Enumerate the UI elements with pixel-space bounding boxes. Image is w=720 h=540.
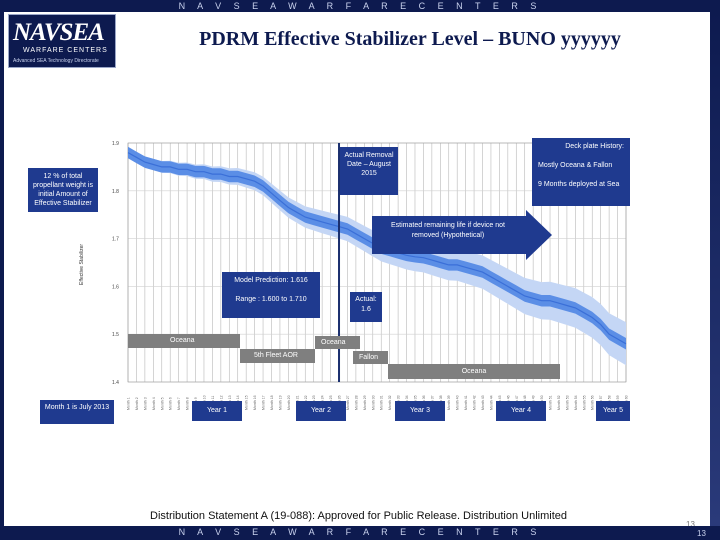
x-tick-label: Month 51 bbox=[549, 395, 553, 410]
deployment-bar-fallon: Fallon bbox=[353, 351, 388, 364]
model-range-text: Range : 1.600 to 1.710 bbox=[235, 296, 307, 303]
plot-frame bbox=[127, 142, 627, 383]
top-banner: N A V S E A W A R F A R E C E N T E R S bbox=[0, 0, 720, 12]
model-prediction-box: Model Prediction: 1.616 Range : 1.600 to… bbox=[222, 272, 320, 318]
navsea-logo: NAVSEA WARFARE CENTERS Advanced SEA Tech… bbox=[8, 14, 116, 68]
left-border bbox=[0, 12, 4, 526]
x-tick-label: Month 54 bbox=[574, 395, 578, 410]
year2-box: Year 2 bbox=[296, 401, 346, 421]
estimated-life-arrow bbox=[372, 210, 552, 260]
removal-date-text: Actual Removal Date – August 2015 bbox=[344, 152, 394, 177]
deployment-label-oceana-2: Oceana bbox=[321, 339, 346, 346]
top-banner-text: N A V S E A W A R F A R E C E N T E R S bbox=[178, 1, 542, 11]
x-tick-label: Month 55 bbox=[582, 395, 586, 410]
deployment-bar-fifth-fleet: 5th Fleet AOR bbox=[240, 349, 315, 363]
x-tick-label: Month 42 bbox=[473, 395, 477, 410]
year1-box: Year 1 bbox=[192, 401, 242, 421]
y-axis-ticks: 1.4 1.5 1.6 1.7 1.8 1.9 bbox=[112, 141, 119, 386]
x-tick-label: Month 29 bbox=[363, 395, 367, 410]
x-tick-label: Month 20 bbox=[287, 395, 291, 410]
year4-text: Year 4 bbox=[511, 407, 531, 414]
x-tick-label: Month 32 bbox=[388, 395, 392, 410]
x-tick-label: Month 8 bbox=[186, 397, 190, 410]
bottom-banner-text: N A V S E A W A R F A R E C E N T E R S bbox=[178, 527, 542, 537]
actual-value-box: Actual: 1.6 bbox=[350, 292, 382, 322]
x-tick-label: Month 5 bbox=[160, 397, 164, 410]
year5-box: Year 5 bbox=[596, 401, 630, 421]
deployment-label-fifth-fleet: 5th Fleet AOR bbox=[254, 352, 298, 359]
removal-date-box: Actual Removal Date – August 2015 bbox=[340, 147, 398, 195]
x-tick-label: Month 4 bbox=[152, 397, 156, 410]
deployment-bar-oceana-2: Oceana bbox=[315, 336, 360, 349]
deployment-bar-oceana-3: Oceana bbox=[388, 364, 560, 379]
x-tick-label: Month 44 bbox=[489, 395, 493, 410]
page-number-upper: 13 bbox=[686, 520, 695, 529]
deployment-label-fallon: Fallon bbox=[359, 354, 379, 361]
deckplate-title: Deck plate History: bbox=[565, 143, 624, 150]
x-tick-label: Month 1 bbox=[127, 397, 131, 410]
x-tick-label: Month 18 bbox=[270, 395, 274, 410]
x-tick-label: Month 3 bbox=[143, 397, 147, 410]
deckplate-line1: Mostly Oceana & Fallon bbox=[538, 162, 613, 169]
logo-tagline: Advanced SEA Technology Directorate bbox=[13, 58, 99, 64]
month1-text: Month 1 is July 2013 bbox=[44, 404, 110, 411]
x-tick-label: Month 17 bbox=[262, 395, 266, 410]
actual-value-text: Actual: 1.6 bbox=[355, 296, 377, 313]
year1-text: Year 1 bbox=[207, 407, 227, 414]
x-tick-label: Month 28 bbox=[354, 395, 358, 410]
estimated-arrow-label: Estimated remaining life if device not r… bbox=[391, 222, 505, 239]
year2-text: Year 2 bbox=[311, 407, 331, 414]
x-tick-label: Month 7 bbox=[177, 397, 181, 410]
distribution-statement: Distribution Statement A (19-088): Appro… bbox=[150, 510, 567, 522]
x-tick-label: Month 41 bbox=[464, 395, 468, 410]
x-tick-label: Month 30 bbox=[371, 395, 375, 410]
x-tick-label: Month 39 bbox=[447, 395, 451, 410]
page-number-lower: 13 bbox=[697, 529, 706, 538]
x-tick-label: Month 15 bbox=[245, 395, 249, 410]
year4-box: Year 4 bbox=[496, 401, 546, 421]
outer-confidence-band bbox=[128, 147, 626, 366]
x-tick-label: Month 19 bbox=[278, 395, 282, 410]
x-tick-label: Month 40 bbox=[456, 395, 460, 410]
model-prediction-text: Model Prediction: 1.616 bbox=[234, 277, 308, 284]
deployment-label-oceana-3: Oceana bbox=[461, 368, 487, 375]
year5-text: Year 5 bbox=[603, 407, 623, 414]
year3-text: Year 3 bbox=[410, 407, 430, 414]
bottom-banner: N A V S E A W A R F A R E C E N T E R S … bbox=[0, 526, 720, 540]
year3-box: Year 3 bbox=[395, 401, 445, 421]
x-tick-label: Month 52 bbox=[557, 395, 561, 410]
logo-sub-text: WARFARE CENTERS bbox=[23, 47, 108, 54]
right-border bbox=[710, 12, 720, 526]
deckplate-box: Deck plate History: Mostly Oceana & Fall… bbox=[532, 138, 630, 206]
y-tick-label: 1.5 bbox=[112, 332, 119, 338]
x-tick-label: Month 56 bbox=[591, 395, 595, 410]
y-tick-label: 1.7 bbox=[112, 237, 119, 243]
logo-main-text: NAVSEA bbox=[13, 19, 105, 46]
y-axis-label: Effective Stabilizer bbox=[79, 244, 85, 285]
y-tick-label: 1.9 bbox=[112, 141, 119, 147]
y-tick-label: 1.4 bbox=[112, 380, 119, 386]
x-tick-label: Month 2 bbox=[135, 397, 139, 410]
x-tick-label: Month 27 bbox=[346, 395, 350, 410]
y-tick-label: 1.8 bbox=[112, 189, 119, 195]
x-tick-label: Month 43 bbox=[481, 395, 485, 410]
slide-title: PDRM Effective Stabilizer Level – BUNO y… bbox=[199, 28, 621, 50]
initial-note-box: 12 % of total propellant weight is initi… bbox=[28, 168, 98, 212]
x-tick-label: Month 31 bbox=[380, 395, 384, 410]
x-tick-label: Month 16 bbox=[253, 395, 257, 410]
month1-box: Month 1 is July 2013 bbox=[40, 400, 114, 424]
x-tick-label: Month 6 bbox=[169, 397, 173, 410]
deckplate-line2: 9 Months deployed at Sea bbox=[538, 181, 620, 188]
initial-note-text: 12 % of total propellant weight is initi… bbox=[33, 173, 93, 207]
deployment-label-oceana-1: Oceana bbox=[170, 337, 195, 344]
y-tick-label: 1.6 bbox=[112, 284, 119, 290]
deployment-bar-oceana-1: Oceana bbox=[128, 334, 240, 348]
x-tick-label: Month 53 bbox=[565, 395, 569, 410]
